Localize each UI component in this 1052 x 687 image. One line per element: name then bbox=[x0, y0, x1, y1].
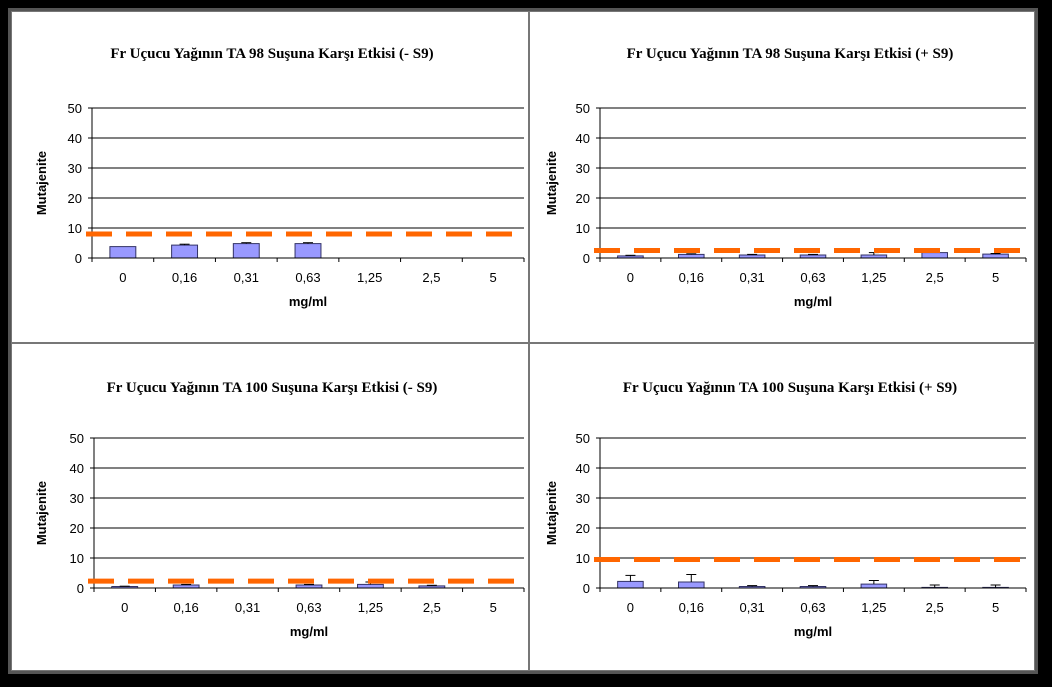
y-tick-label: 40 bbox=[576, 461, 590, 476]
bar bbox=[357, 583, 384, 589]
x-tick-label: 5 bbox=[490, 600, 497, 615]
y-tick-label: 10 bbox=[70, 551, 84, 566]
x-tick-label: 0,16 bbox=[173, 600, 198, 615]
x-tick-label: 0,31 bbox=[739, 600, 764, 615]
y-tick-label: 30 bbox=[68, 161, 82, 176]
x-axis-label: mg/ml bbox=[794, 624, 832, 639]
x-tick-label: 1,25 bbox=[861, 270, 886, 285]
y-axis-label: Mutajenite bbox=[544, 481, 559, 545]
x-tick-label: 0,16 bbox=[679, 270, 704, 285]
bar bbox=[921, 252, 948, 259]
y-tick-label: 20 bbox=[70, 521, 84, 536]
y-tick-label: 10 bbox=[576, 221, 590, 236]
y-tick-label: 0 bbox=[77, 581, 84, 596]
x-axis-label: mg/ml bbox=[289, 294, 327, 309]
bar bbox=[860, 583, 888, 589]
x-tick-label: 0,63 bbox=[295, 270, 320, 285]
y-tick-label: 50 bbox=[70, 431, 84, 446]
x-tick-label: 1,25 bbox=[357, 270, 382, 285]
x-tick-label: 1,25 bbox=[861, 600, 886, 615]
bar bbox=[982, 253, 1009, 259]
y-tick-label: 10 bbox=[576, 551, 590, 566]
y-tick-label: 30 bbox=[576, 491, 590, 506]
bar bbox=[171, 244, 199, 259]
x-tick-label: 0 bbox=[121, 600, 128, 615]
y-axis-label: Mutajenite bbox=[34, 151, 49, 215]
x-tick-label: 0,31 bbox=[739, 270, 764, 285]
y-axis-label: Mutajenite bbox=[544, 151, 559, 215]
chart-svg: Fr Uçucu Yağının TA 98 Suşuna Karşı Etki… bbox=[544, 46, 1027, 309]
x-tick-label: 0,63 bbox=[296, 600, 321, 615]
y-axis-label: Mutajenite bbox=[34, 481, 49, 545]
y-tick-label: 0 bbox=[75, 251, 82, 266]
chart-panel-ta98-plus-s9: Fr Uçucu Yağının TA 98 Suşuna Karşı Etki… bbox=[529, 11, 1035, 343]
bar bbox=[294, 243, 322, 259]
chart-title: Fr Uçucu Yağının TA 98 Suşuna Karşı Etki… bbox=[627, 46, 954, 62]
chart-svg: Fr Uçucu Yağının TA 100 Suşuna Karşı Etk… bbox=[34, 380, 525, 639]
bar bbox=[232, 243, 260, 259]
y-tick-label: 40 bbox=[68, 131, 82, 146]
x-axis-label: mg/ml bbox=[290, 624, 328, 639]
x-tick-label: 0,16 bbox=[172, 270, 197, 285]
x-tick-label: 0 bbox=[627, 600, 634, 615]
bar bbox=[678, 253, 705, 259]
x-tick-label: 5 bbox=[992, 600, 999, 615]
x-tick-label: 1,25 bbox=[358, 600, 383, 615]
y-tick-label: 10 bbox=[68, 221, 82, 236]
x-tick-label: 5 bbox=[490, 270, 497, 285]
y-tick-label: 0 bbox=[583, 251, 590, 266]
y-tick-label: 50 bbox=[576, 431, 590, 446]
x-axis-label: mg/ml bbox=[794, 294, 832, 309]
y-tick-label: 20 bbox=[576, 191, 590, 206]
figure-frame: Fr Uçucu Yağının TA 98 Suşuna Karşı Etki… bbox=[8, 8, 1038, 674]
bar bbox=[617, 580, 644, 589]
chart-panel-ta100-minus-s9: Fr Uçucu Yağının TA 100 Suşuna Karşı Etk… bbox=[11, 343, 529, 671]
x-tick-label: 0,16 bbox=[679, 600, 704, 615]
chart-panel-ta98-minus-s9: Fr Uçucu Yağının TA 98 Suşuna Karşı Etki… bbox=[11, 11, 529, 343]
y-tick-label: 50 bbox=[68, 101, 82, 116]
y-tick-label: 30 bbox=[576, 161, 590, 176]
x-tick-label: 2,5 bbox=[422, 270, 440, 285]
chart-title: Fr Uçucu Yağının TA 100 Suşuna Karşı Etk… bbox=[623, 380, 957, 396]
x-tick-label: 5 bbox=[992, 270, 999, 285]
y-tick-label: 20 bbox=[576, 521, 590, 536]
chart-title: Fr Uçucu Yağının TA 100 Suşuna Karşı Etk… bbox=[107, 380, 438, 396]
x-tick-label: 2,5 bbox=[926, 270, 944, 285]
x-tick-label: 2,5 bbox=[423, 600, 441, 615]
y-tick-label: 40 bbox=[70, 461, 84, 476]
x-tick-label: 0,63 bbox=[800, 600, 825, 615]
chart-svg: Fr Uçucu Yağının TA 100 Suşuna Karşı Etk… bbox=[544, 380, 1027, 639]
y-tick-label: 30 bbox=[70, 491, 84, 506]
y-tick-label: 20 bbox=[68, 191, 82, 206]
x-tick-label: 0 bbox=[119, 270, 126, 285]
y-tick-label: 50 bbox=[576, 101, 590, 116]
x-tick-label: 2,5 bbox=[926, 600, 944, 615]
x-tick-label: 0,31 bbox=[235, 600, 260, 615]
chart-title: Fr Uçucu Yağının TA 98 Suşuna Karşı Etki… bbox=[110, 46, 433, 62]
x-tick-label: 0,63 bbox=[800, 270, 825, 285]
chart-panel-ta100-plus-s9: Fr Uçucu Yağının TA 100 Suşuna Karşı Etk… bbox=[529, 343, 1035, 671]
y-tick-label: 0 bbox=[583, 581, 590, 596]
x-tick-label: 0,31 bbox=[234, 270, 259, 285]
bar bbox=[678, 581, 705, 589]
bar bbox=[109, 246, 137, 259]
chart-svg: Fr Uçucu Yağının TA 98 Suşuna Karşı Etki… bbox=[34, 46, 525, 309]
y-tick-label: 40 bbox=[576, 131, 590, 146]
x-tick-label: 0 bbox=[627, 270, 634, 285]
